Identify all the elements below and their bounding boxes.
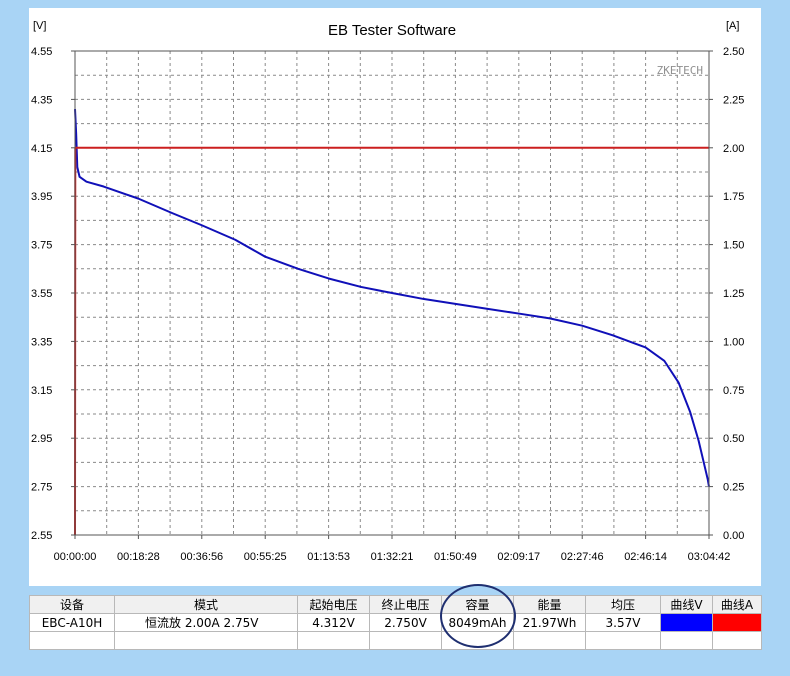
- y-right-tick-label: 2.00: [723, 143, 744, 155]
- table-header-row: 设备 模式 起始电压 终止电压 容量 能量 均压 曲线V 曲线A: [29, 595, 762, 614]
- y-left-tick-label: 3.35: [31, 336, 52, 348]
- y-right-tick-label: 0.25: [723, 482, 744, 494]
- cell-end-voltage: 2.750V: [369, 613, 442, 632]
- cell-device: EBC-A10H: [29, 613, 115, 632]
- y-right-tick-label: 1.50: [723, 240, 744, 252]
- y-left-tick-label: 3.95: [31, 191, 52, 203]
- header-curve-v: 曲线V: [660, 595, 713, 614]
- y-right-tick-label: 1.25: [723, 288, 744, 300]
- y-left-tick-label: 4.15: [31, 143, 52, 155]
- y-left-tick-label: 3.15: [31, 385, 52, 397]
- x-tick-label: 03:04:42: [688, 551, 731, 563]
- empty-cell: [660, 631, 713, 650]
- x-tick-label: 02:46:14: [624, 551, 667, 563]
- y-left-tick-label: 4.55: [31, 46, 52, 58]
- chart-panel: EB Tester Software [V] [A] ZKETECH 4.55 4…: [29, 8, 761, 586]
- y-left-tick-label: 2.95: [31, 433, 52, 445]
- empty-cell: [297, 631, 370, 650]
- x-tick-label: 00:00:00: [54, 551, 97, 563]
- y-left-tick-label: 3.55: [31, 288, 52, 300]
- cell-start-voltage: 4.312V: [297, 613, 370, 632]
- y-left-tick-label: 3.75: [31, 240, 52, 252]
- voltage-curve-line: [74, 109, 710, 487]
- header-start-voltage: 起始电压: [297, 595, 370, 614]
- y-right-tick-label: 1.00: [723, 336, 744, 348]
- x-tick-label: 02:09:17: [497, 551, 540, 563]
- x-tick-label: 00:55:25: [244, 551, 287, 563]
- y-right-tick-label: 1.75: [723, 191, 744, 203]
- x-tick-label: 00:36:56: [180, 551, 223, 563]
- cell-capacity: 8049mAh: [441, 613, 514, 632]
- empty-cell: [513, 631, 586, 650]
- y-right-unit: [A]: [726, 20, 739, 32]
- header-avg-voltage: 均压: [585, 595, 661, 614]
- empty-cell: [369, 631, 442, 650]
- empty-cell: [585, 631, 661, 650]
- header-energy: 能量: [513, 595, 586, 614]
- y-right-tick-label: 2.25: [723, 94, 744, 106]
- y-right-tick-label: 0.00: [723, 530, 744, 542]
- header-device: 设备: [29, 595, 115, 614]
- x-tick-label: 00:18:28: [117, 551, 160, 563]
- table-row[interactable]: EBC-A10H 恒流放 2.00A 2.75V 4.312V 2.750V 8…: [29, 613, 762, 632]
- header-end-voltage: 终止电压: [369, 595, 442, 614]
- cell-energy: 21.97Wh: [513, 613, 586, 632]
- header-curve-a: 曲线A: [712, 595, 762, 614]
- table-row-empty: [29, 631, 762, 650]
- grid-layer: [75, 51, 709, 535]
- y-right-tick-label: 0.50: [723, 433, 744, 445]
- cell-avg-voltage: 3.57V: [585, 613, 661, 632]
- info-table: 设备 模式 起始电压 终止电压 容量 能量 均压 曲线V 曲线A EBC-A10…: [29, 595, 762, 650]
- y-right-tick-label: 0.75: [723, 385, 744, 397]
- y-left-tick-label: 2.75: [31, 482, 52, 494]
- chart-title: EB Tester Software: [328, 22, 456, 39]
- empty-cell: [29, 631, 115, 650]
- header-capacity: 容量: [441, 595, 514, 614]
- y-left-tick-label: 4.35: [31, 94, 52, 106]
- curve-v-color-swatch[interactable]: [660, 613, 713, 632]
- y-left-tick-label: 2.55: [31, 530, 52, 542]
- y-left-unit: [V]: [33, 20, 46, 32]
- x-tick-label: 02:27:46: [561, 551, 604, 563]
- empty-cell: [712, 631, 762, 650]
- header-mode: 模式: [114, 595, 298, 614]
- cell-mode: 恒流放 2.00A 2.75V: [114, 613, 298, 632]
- chart-svg: EB Tester Software [V] [A] ZKETECH 4.554…: [31, 20, 744, 563]
- watermark: ZKETECH: [657, 64, 703, 77]
- x-tick-label: 01:13:53: [307, 551, 350, 563]
- y-right-tick-label: 2.50: [723, 46, 744, 58]
- empty-cell: [441, 631, 514, 650]
- ticks-layer: 4.55 4.35 4.15 3.95 3.75 3.55 3.35 3.15 2.95 2.75…: [31, 46, 744, 563]
- empty-cell: [114, 631, 298, 650]
- x-tick-label: 01:50:49: [434, 551, 477, 563]
- x-tick-label: 01:32:21: [371, 551, 414, 563]
- curve-a-color-swatch[interactable]: [712, 613, 762, 632]
